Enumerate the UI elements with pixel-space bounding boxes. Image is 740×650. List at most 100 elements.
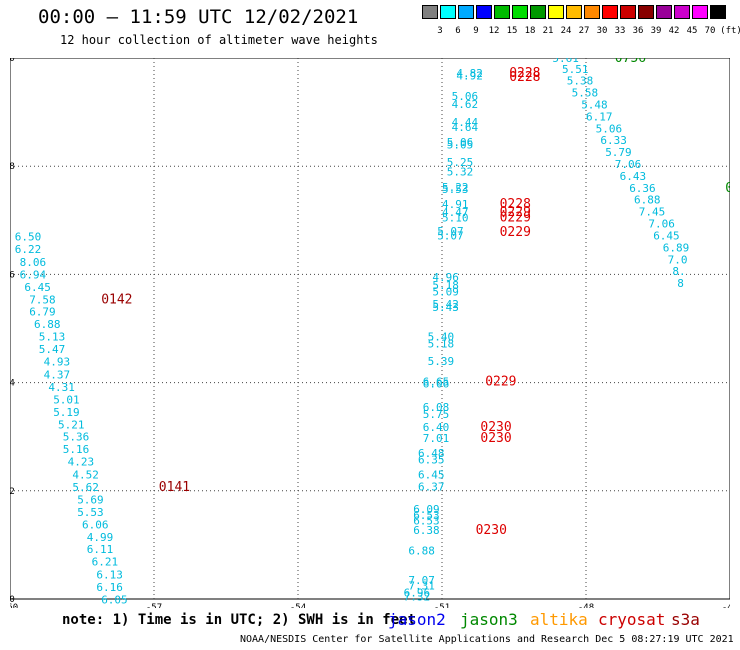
x-tick-label: -48 xyxy=(578,603,594,608)
swh-value-label: 5.32 xyxy=(447,166,474,179)
color-swatch xyxy=(422,5,438,19)
swh-value-label: 4.23 xyxy=(68,456,95,469)
swh-value-label: 4.37 xyxy=(44,368,71,381)
plot-frame xyxy=(10,58,730,600)
color-scale-label: 27 xyxy=(578,26,590,36)
swh-value-label: 6.94 xyxy=(20,268,47,281)
swh-value-label: 5.07 xyxy=(437,225,464,238)
page-title: 00:00 — 11:59 UTC 12/02/2021 xyxy=(38,6,359,28)
time-label: 0 xyxy=(725,181,730,196)
swh-value-label: 5.51 xyxy=(562,63,589,76)
swh-value-label: 6.33 xyxy=(600,134,627,147)
color-swatch xyxy=(710,5,726,19)
swh-value-label: 5.40 xyxy=(428,331,455,344)
swh-value-label: 4.31 xyxy=(48,381,75,394)
swh-value-label: 6.88 xyxy=(408,544,435,557)
swh-value-label: 5.58 xyxy=(572,87,599,100)
color-swatch xyxy=(458,5,474,19)
color-swatch xyxy=(674,5,690,19)
time-label: 0141 xyxy=(159,480,190,495)
color-swatch xyxy=(566,5,582,19)
swh-value-label: 7.32 xyxy=(404,590,431,603)
swh-value-label: 4.52 xyxy=(72,469,99,482)
swh-value-label: 6.48 xyxy=(418,447,445,460)
y-tick-label: 24 xyxy=(10,379,15,389)
swh-value-label: 5.43 xyxy=(432,301,459,314)
color-scale-label: 18 xyxy=(524,26,536,36)
legend-item: cryosat xyxy=(598,610,666,629)
time-label: 0228 xyxy=(509,66,540,81)
swh-value-label: 5.06 xyxy=(447,136,474,149)
x-tick-label: -57 xyxy=(146,603,162,608)
swh-value-label: 5.75 xyxy=(423,408,450,421)
swh-value-label: 6.21 xyxy=(92,556,119,569)
color-swatch xyxy=(620,5,636,19)
swh-value-label: 6.88 xyxy=(634,194,661,207)
swh-value-label: 4.91 xyxy=(442,198,469,211)
color-swatch xyxy=(512,5,528,19)
color-scale-unit: (ft) xyxy=(720,26,740,36)
swh-value-label: 4.92 xyxy=(456,69,483,82)
legend-item: s3a xyxy=(671,610,700,629)
y-tick-label: 26 xyxy=(10,270,15,280)
time-label: 0756 xyxy=(615,58,646,66)
swh-value-label: 6.06 xyxy=(423,378,450,391)
swh-value-label: 8.06 xyxy=(20,256,46,269)
time-label: 0229 xyxy=(500,211,531,226)
swh-value-label: 6.11 xyxy=(87,543,114,556)
y-tick-label: 30 xyxy=(10,58,15,64)
swh-value-label: 6.36 xyxy=(629,182,656,195)
swh-value-label: 6.65 xyxy=(423,376,450,389)
color-scale-label: 36 xyxy=(632,26,644,36)
swh-value-label: 6.89 xyxy=(663,241,690,254)
swh-value-label: 7.06 xyxy=(615,158,642,171)
color-swatch xyxy=(530,5,546,19)
swh-value-label: 6.45 xyxy=(24,281,51,294)
time-label: 0229 xyxy=(500,205,531,220)
color-swatch xyxy=(656,5,672,19)
swh-value-label: 6.38 xyxy=(413,524,440,537)
swh-value-label: 7.06 xyxy=(648,218,675,231)
swh-value-label: 7.01 xyxy=(423,432,450,445)
swh-value-label: 4.64 xyxy=(452,121,479,134)
color-scale-label: 21 xyxy=(542,26,554,36)
color-swatch xyxy=(494,5,510,19)
time-label: 0228 xyxy=(500,197,531,212)
color-scale-label: 33 xyxy=(614,26,626,36)
legend-item: jason3 xyxy=(460,610,518,629)
swh-value-label: 5.18 xyxy=(428,338,455,351)
swh-value-label: 4.96 xyxy=(432,271,459,284)
color-scale-label: 24 xyxy=(560,26,572,36)
color-scale-label: 9 xyxy=(473,26,479,36)
color-swatch xyxy=(584,5,600,19)
swh-value-label: 5.22 xyxy=(442,181,469,194)
swh-value-label: 6.13 xyxy=(96,569,123,582)
swh-value-label: 6.05 xyxy=(101,594,128,607)
swh-value-label: 5.01 xyxy=(53,393,79,406)
time-label: 0230 xyxy=(480,420,511,435)
time-label: 0142 xyxy=(101,292,132,307)
swh-value-label: 4.93 xyxy=(44,356,71,369)
color-scale-label: 12 xyxy=(488,26,500,36)
swh-value-label: 6.50 xyxy=(15,231,42,244)
swh-value-label: 4.82 xyxy=(456,67,483,80)
swh-value-label: 5.36 xyxy=(63,431,90,444)
y-tick-label: 20 xyxy=(10,595,15,605)
swh-value-label: 8. xyxy=(672,265,685,278)
swh-value-label: 7.31 xyxy=(408,579,435,592)
swh-value-label: 5.79 xyxy=(605,146,632,159)
swh-value-label: 5.62 xyxy=(72,481,99,494)
time-label: 0229 xyxy=(485,375,516,390)
swh-value-label: 6.08 xyxy=(423,401,450,414)
x-tick-label: -45 xyxy=(722,603,730,608)
legend-item: altika xyxy=(530,610,588,629)
swh-value-label: 4.44 xyxy=(452,116,479,129)
swh-value-label: 7.58 xyxy=(29,293,56,306)
color-swatch xyxy=(476,5,492,19)
swh-value-label: 5.18 xyxy=(432,279,459,292)
swh-value-label: 5.38 xyxy=(567,75,594,88)
color-swatch xyxy=(602,5,618,19)
y-tick-label: 22 xyxy=(10,487,15,497)
swh-value-label: 5.47 xyxy=(39,343,66,356)
color-scale-label: 30 xyxy=(596,26,608,36)
